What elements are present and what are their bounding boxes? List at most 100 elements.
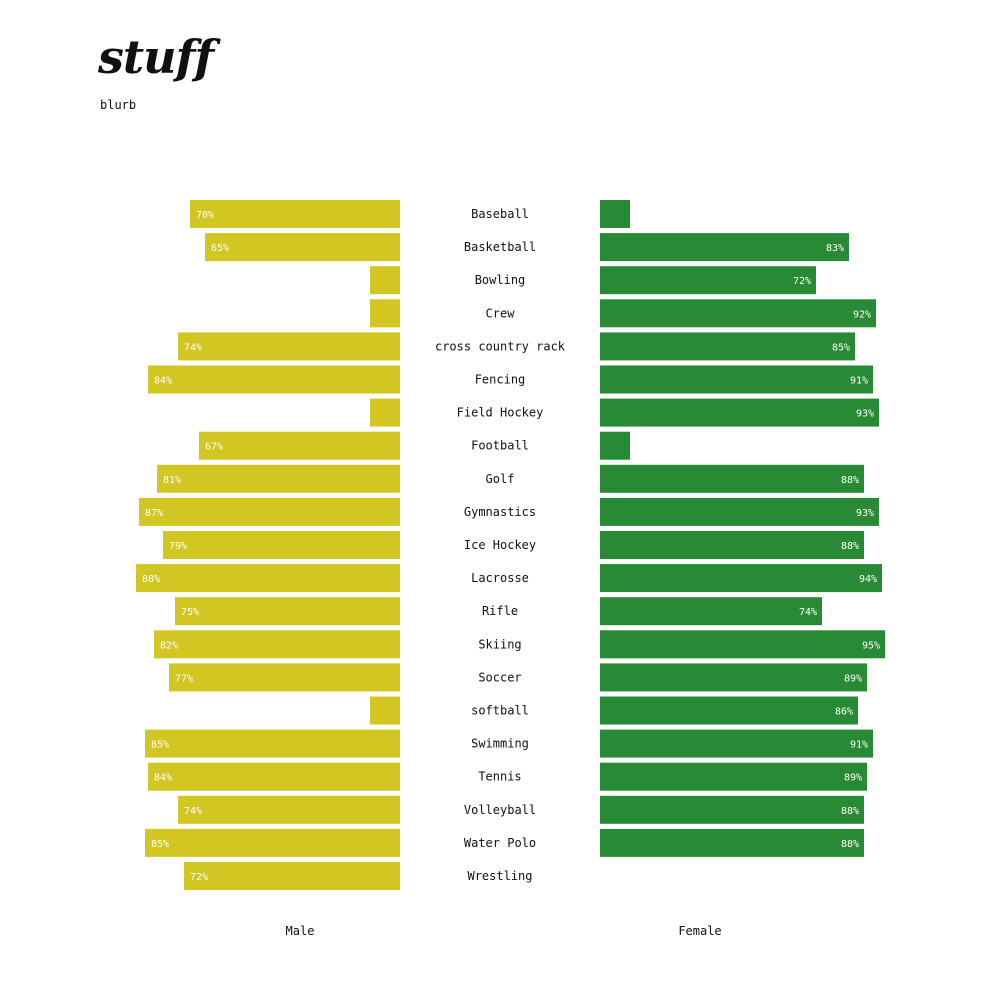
female-value-label: 91% bbox=[850, 376, 868, 387]
male-bar bbox=[190, 200, 400, 228]
male-bar bbox=[205, 233, 400, 262]
female-bar bbox=[600, 696, 858, 725]
female-value-label: 93% bbox=[856, 409, 874, 420]
male-axis-label: Male bbox=[286, 924, 315, 938]
female-value-label: 85% bbox=[832, 342, 850, 353]
male-bar bbox=[154, 630, 400, 659]
female-bar bbox=[600, 729, 873, 758]
female-bar bbox=[600, 332, 855, 361]
female-value-label: 83% bbox=[826, 243, 844, 254]
female-value-label: 88% bbox=[841, 541, 859, 552]
male-bar bbox=[169, 663, 400, 692]
male-value-label: 84% bbox=[154, 773, 172, 784]
category-label: Basketball bbox=[464, 240, 536, 254]
category-label: Field Hockey bbox=[457, 406, 544, 420]
male-value-label: 82% bbox=[160, 640, 178, 651]
category-label: Soccer bbox=[478, 670, 521, 684]
category-label: Ice Hockey bbox=[464, 538, 536, 552]
male-bar bbox=[148, 365, 400, 394]
male-value-label: 77% bbox=[175, 673, 193, 684]
female-value-label: 88% bbox=[841, 806, 859, 817]
female-bar bbox=[600, 597, 822, 626]
category-label: Water Polo bbox=[464, 836, 536, 850]
male-bar bbox=[163, 531, 400, 559]
female-value-label: 89% bbox=[844, 773, 862, 784]
male-value-label: 79% bbox=[169, 541, 187, 552]
female-value-label: 88% bbox=[841, 475, 859, 486]
female-bar bbox=[600, 497, 879, 526]
female-bar bbox=[600, 630, 885, 659]
female-bar bbox=[600, 795, 864, 824]
female-bar bbox=[600, 365, 873, 394]
female-bar bbox=[600, 464, 864, 493]
category-label: Fencing bbox=[475, 373, 526, 387]
female-bar bbox=[600, 233, 849, 262]
category-label: Golf bbox=[486, 472, 515, 486]
category-label: Skiing bbox=[478, 637, 521, 651]
category-label: Swimming bbox=[471, 737, 529, 751]
female-value-label: 88% bbox=[841, 839, 859, 850]
male-bar bbox=[184, 862, 400, 890]
category-label: Lacrosse bbox=[471, 571, 529, 585]
female-bar bbox=[600, 200, 630, 228]
male-bar bbox=[157, 464, 400, 493]
category-label: Wrestling bbox=[467, 869, 532, 883]
male-value-label: 85% bbox=[151, 839, 169, 850]
category-label: Volleyball bbox=[464, 803, 536, 817]
category-label: softball bbox=[471, 704, 529, 718]
category-label: cross country rack bbox=[435, 339, 566, 353]
chart-subtitle: blurb bbox=[100, 98, 137, 112]
female-bar bbox=[600, 398, 879, 427]
female-bar bbox=[600, 663, 867, 692]
category-label: Baseball bbox=[471, 207, 529, 221]
labels-layer: Baseball 70% Basketball 65% 83% Bowling 72% Cre… bbox=[142, 207, 880, 883]
male-value-label: 74% bbox=[184, 342, 202, 353]
male-value-label: 75% bbox=[181, 607, 199, 618]
female-value-label: 72% bbox=[793, 276, 811, 287]
male-bar bbox=[148, 762, 400, 791]
category-label: Bowling bbox=[475, 273, 526, 287]
female-bar bbox=[600, 564, 882, 593]
category-label: Tennis bbox=[478, 770, 521, 784]
female-value-label: 89% bbox=[844, 673, 862, 684]
male-bar bbox=[145, 828, 400, 857]
male-bar bbox=[370, 398, 400, 427]
male-value-label: 88% bbox=[142, 574, 160, 585]
male-bar bbox=[175, 597, 400, 626]
male-bar bbox=[145, 729, 400, 758]
male-value-label: 87% bbox=[145, 508, 163, 519]
female-value-label: 93% bbox=[856, 508, 874, 519]
category-label: Crew bbox=[486, 306, 516, 320]
male-bar bbox=[178, 332, 400, 361]
female-value-label: 91% bbox=[850, 740, 868, 751]
female-bar bbox=[600, 431, 630, 460]
male-bar bbox=[370, 266, 400, 295]
female-value-label: 92% bbox=[853, 309, 871, 320]
category-label: Football bbox=[471, 439, 529, 453]
female-bar bbox=[600, 762, 867, 791]
female-bar bbox=[600, 531, 864, 559]
female-value-label: 74% bbox=[799, 607, 817, 618]
female-value-label: 95% bbox=[862, 640, 880, 651]
female-value-label: 94% bbox=[859, 574, 877, 585]
bars-layer bbox=[136, 200, 885, 890]
male-bar bbox=[139, 497, 400, 526]
female-bar bbox=[600, 299, 876, 328]
male-value-label: 81% bbox=[163, 475, 181, 486]
male-value-label: 85% bbox=[151, 740, 169, 751]
male-bar bbox=[199, 431, 400, 460]
male-value-label: 72% bbox=[190, 872, 208, 883]
female-bar bbox=[600, 828, 864, 857]
female-axis-label: Female bbox=[678, 924, 721, 938]
male-bar bbox=[370, 299, 400, 328]
female-bar bbox=[600, 266, 816, 295]
male-value-label: 84% bbox=[154, 376, 172, 387]
category-label: Gymnastics bbox=[464, 505, 536, 519]
male-value-label: 67% bbox=[205, 442, 223, 453]
male-bar bbox=[136, 564, 400, 593]
male-value-label: 74% bbox=[184, 806, 202, 817]
female-value-label: 86% bbox=[835, 707, 853, 718]
chart-title: stuff bbox=[98, 30, 214, 84]
category-label: Rifle bbox=[482, 604, 518, 618]
